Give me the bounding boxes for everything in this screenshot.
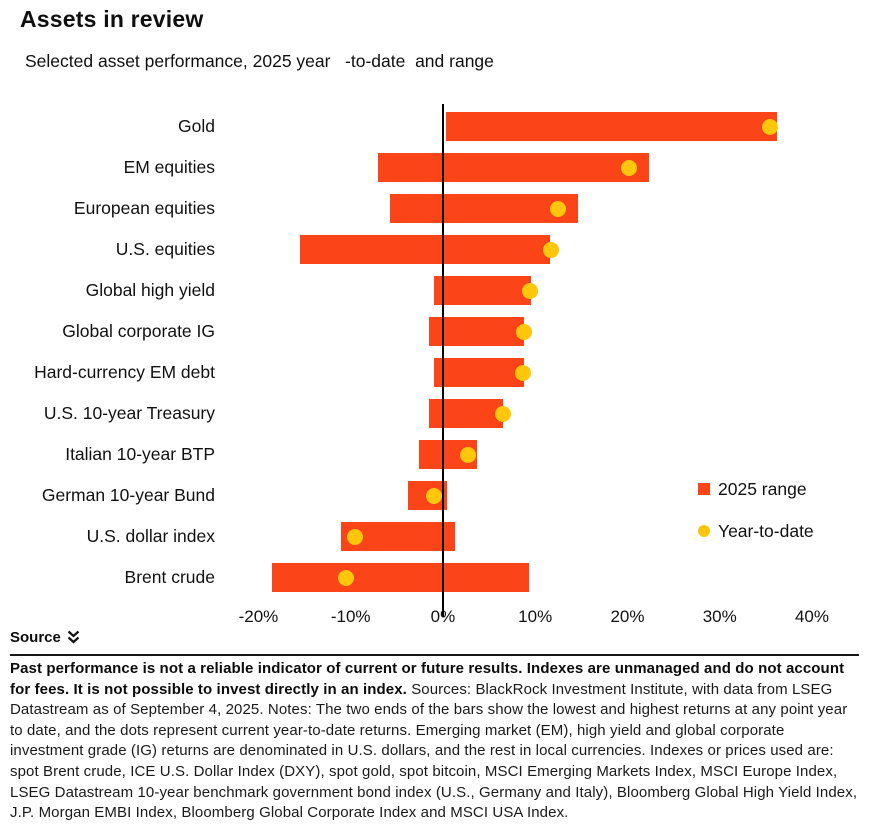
range-bar bbox=[299, 235, 550, 264]
footnote-disclaimer: Past performance is not a reliable indic… bbox=[10, 660, 845, 698]
row-plot bbox=[228, 270, 871, 311]
chart-legend: 2025 range Year-to-date bbox=[698, 478, 814, 562]
chart-row: U.S. dollar index bbox=[0, 516, 871, 557]
row-plot bbox=[228, 188, 871, 229]
chart-row: Hard-currency EM debt bbox=[0, 352, 871, 393]
chart-row: European equities bbox=[0, 188, 871, 229]
page-title: Assets in review bbox=[20, 6, 204, 32]
ytd-dot bbox=[347, 528, 364, 545]
ytd-dot bbox=[762, 118, 779, 135]
row-plot bbox=[228, 311, 871, 352]
row-plot bbox=[228, 434, 871, 475]
category-label: European equities bbox=[73, 198, 215, 218]
row-plot bbox=[228, 475, 871, 516]
x-tick-label: 10% bbox=[518, 607, 553, 625]
range-bar bbox=[390, 194, 578, 223]
category-label: U.S. dollar index bbox=[86, 526, 215, 546]
category-label: Hard-currency EM debt bbox=[34, 362, 215, 382]
chart-row: U.S. 10-year Treasury bbox=[0, 393, 871, 434]
footnote-sources: Sources: BlackRock Investment Institute,… bbox=[10, 680, 858, 822]
legend-item: Year-to-date bbox=[698, 520, 814, 542]
category-label: Global high yield bbox=[85, 280, 215, 300]
page-subtitle: Selected asset performance, 2025 year -t… bbox=[25, 51, 494, 71]
ytd-dot bbox=[621, 159, 638, 176]
row-plot bbox=[228, 352, 871, 393]
row-plot bbox=[228, 229, 871, 270]
chart-row: German 10-year Bund bbox=[0, 475, 871, 516]
x-tick-label: 30% bbox=[702, 607, 737, 625]
chart-row: Gold bbox=[0, 106, 871, 147]
row-plot bbox=[228, 557, 871, 598]
ytd-dot bbox=[550, 200, 567, 217]
ytd-dot bbox=[459, 446, 476, 463]
double-chevron-down-icon bbox=[67, 630, 80, 644]
category-label: Brent crude bbox=[124, 567, 215, 587]
range-bar bbox=[433, 358, 525, 387]
ytd-legend-dot-icon bbox=[698, 525, 710, 537]
footnote: Past performance is not a reliable indic… bbox=[10, 659, 859, 824]
ytd-dot bbox=[515, 364, 532, 381]
category-label: Italian 10-year BTP bbox=[65, 444, 215, 464]
legend-label: 2025 range bbox=[718, 478, 807, 499]
row-plot bbox=[228, 393, 871, 434]
category-label: German 10-year Bund bbox=[41, 485, 215, 505]
x-tick-label: -20% bbox=[238, 607, 279, 625]
row-plot bbox=[228, 106, 871, 147]
ytd-dot bbox=[542, 241, 559, 258]
x-tick-label: 40% bbox=[794, 607, 829, 625]
chart-row: Brent crude bbox=[0, 557, 871, 598]
category-label: EM equities bbox=[123, 157, 215, 177]
asset-performance-chart: Gold EM equities European equities U.S. equ… bbox=[0, 104, 871, 628]
x-tick-label: -10% bbox=[330, 607, 371, 625]
range-bar bbox=[378, 153, 649, 182]
legend-label: Year-to-date bbox=[718, 520, 814, 541]
x-tick-label: 0% bbox=[430, 607, 456, 625]
legend-item: 2025 range bbox=[698, 478, 814, 500]
x-tick-label: 20% bbox=[610, 607, 645, 625]
range-bar bbox=[272, 563, 529, 592]
category-label: U.S. 10-year Treasury bbox=[43, 403, 215, 423]
range-bar bbox=[433, 276, 531, 305]
ytd-dot bbox=[338, 569, 355, 586]
chart-row: Global high yield bbox=[0, 270, 871, 311]
chart-row: U.S. equities bbox=[0, 229, 871, 270]
ytd-dot bbox=[494, 405, 511, 422]
range-bar bbox=[429, 317, 525, 346]
category-label: Global corporate IG bbox=[62, 321, 215, 341]
ytd-dot bbox=[516, 323, 533, 340]
chart-rows: Gold EM equities European equities U.S. equ… bbox=[0, 106, 871, 598]
ytd-dot bbox=[521, 282, 538, 299]
range-bar bbox=[445, 112, 777, 141]
chart-row: Italian 10-year BTP bbox=[0, 434, 871, 475]
row-plot bbox=[228, 516, 871, 557]
source-label: Source bbox=[10, 629, 61, 646]
source-toggle[interactable]: Source bbox=[10, 629, 859, 656]
chart-row: Global corporate IG bbox=[0, 311, 871, 352]
x-axis-ticks: -20% -10% 0% 10% 20% 30% 40% bbox=[228, 605, 871, 625]
category-label: Gold bbox=[178, 116, 215, 136]
range-bar bbox=[429, 399, 503, 428]
row-plot bbox=[228, 147, 871, 188]
category-label: U.S. equities bbox=[115, 239, 215, 259]
ytd-dot bbox=[425, 487, 442, 504]
chart-row: EM equities bbox=[0, 147, 871, 188]
range-legend-swatch-icon bbox=[698, 483, 710, 495]
